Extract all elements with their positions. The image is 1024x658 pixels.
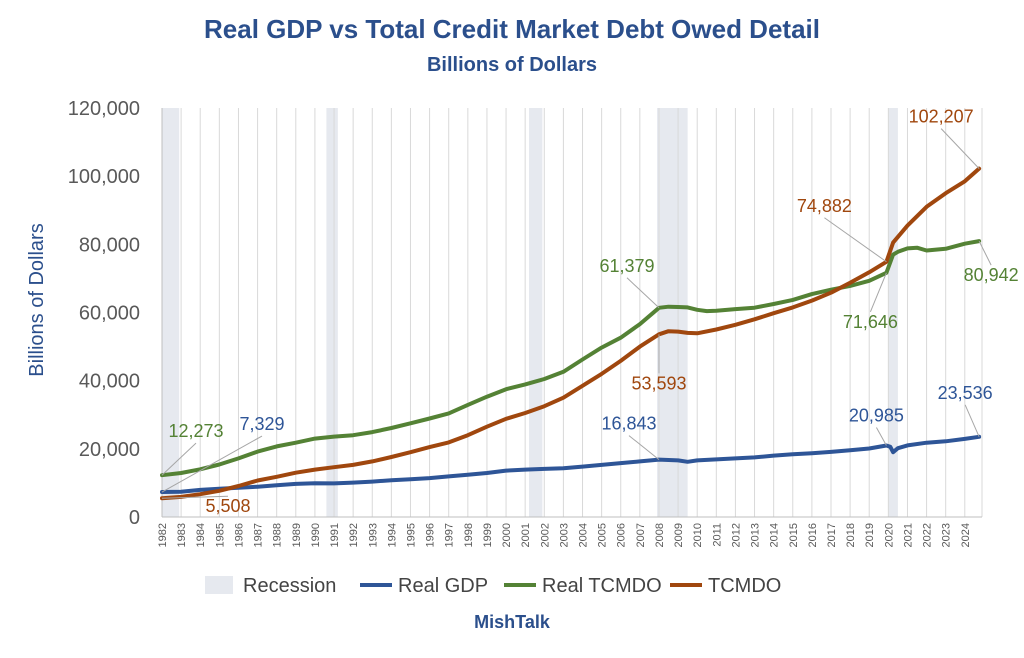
data-label: 5,508 bbox=[205, 496, 250, 516]
series-line-real-gdp bbox=[160, 434, 982, 494]
x-tick-label: 2014 bbox=[769, 523, 781, 547]
x-tick-label: 1996 bbox=[425, 523, 437, 547]
x-tick-label: 2003 bbox=[558, 523, 570, 547]
leader-line bbox=[964, 404, 980, 437]
x-tick-label: 1984 bbox=[195, 523, 207, 547]
leader-line bbox=[161, 495, 229, 499]
leader-line bbox=[161, 435, 263, 493]
chart-subtitle: Billions of Dollars bbox=[426, 54, 598, 76]
x-tick-label: 2017 bbox=[826, 523, 838, 547]
legend-label: TCMDO bbox=[708, 575, 781, 597]
data-label: 80,942 bbox=[964, 265, 1019, 285]
x-tick-label: 2020 bbox=[883, 523, 895, 547]
x-tick-label: 1990 bbox=[310, 523, 322, 547]
x-tick-label: 2002 bbox=[539, 523, 551, 547]
legend-label: Recession bbox=[243, 575, 336, 597]
x-tick-label: 1987 bbox=[253, 523, 265, 547]
recession-band-0 bbox=[162, 108, 180, 517]
x-tick-label: 1989 bbox=[291, 523, 303, 547]
legend: Recession Real GDP Real TCMDO TCMDO bbox=[205, 575, 781, 597]
leader-line bbox=[628, 435, 660, 460]
leader-line bbox=[626, 277, 660, 309]
x-tick-label: 1983 bbox=[176, 523, 188, 547]
y-tick-label: 20,000 bbox=[79, 439, 140, 461]
y-tick-label: 40,000 bbox=[79, 371, 140, 393]
series-line-tcmdo bbox=[160, 166, 982, 501]
y-axis-label: Billions of Dollars bbox=[26, 223, 48, 376]
x-tick-label: 2018 bbox=[845, 523, 857, 547]
x-tick-label: 2001 bbox=[520, 523, 532, 547]
footer-brand: MishTalk bbox=[474, 612, 550, 632]
legend-swatch-recession bbox=[205, 576, 233, 594]
x-tick-label: 1982 bbox=[157, 523, 169, 547]
recession-band-2 bbox=[528, 108, 543, 517]
x-tick-label: 2010 bbox=[692, 523, 704, 547]
data-label: 71,646 bbox=[843, 312, 898, 332]
data-label: 12,273 bbox=[168, 421, 223, 441]
x-tick-label: 1986 bbox=[233, 523, 245, 547]
x-tick-label: 2019 bbox=[864, 523, 876, 547]
data-label: 20,985 bbox=[849, 405, 904, 425]
axes: 0 20,000 40,000 60,000 80,000 100,000 120,000 1… bbox=[68, 98, 982, 547]
x-tick-label: 2016 bbox=[807, 523, 819, 547]
data-label: 16,843 bbox=[601, 414, 656, 434]
leader-line bbox=[940, 128, 980, 169]
data-label: 102,207 bbox=[909, 107, 974, 127]
x-tick-label: 1994 bbox=[386, 523, 398, 547]
recession-band-3 bbox=[657, 108, 688, 517]
x-tick-label: 1992 bbox=[348, 523, 360, 547]
x-tick-label: 1999 bbox=[482, 523, 494, 547]
recession-band-1 bbox=[326, 108, 338, 517]
legend-label: Real TCMDO bbox=[542, 575, 662, 597]
y-tick-label: 100,000 bbox=[68, 166, 140, 188]
x-tick-label: 2024 bbox=[960, 523, 972, 547]
line-chart: 0 20,000 40,000 60,000 80,000 100,000 120,000 1… bbox=[26, 98, 1019, 597]
series-lines bbox=[160, 166, 982, 501]
x-tick-label: 1997 bbox=[444, 523, 456, 547]
x-tick-label: 2011 bbox=[711, 523, 723, 547]
data-label: 53,593 bbox=[631, 373, 686, 393]
y-tick-label: 0 bbox=[129, 507, 140, 529]
x-tick-label: 2006 bbox=[616, 523, 628, 547]
leader-line bbox=[161, 442, 197, 476]
recession-band-4 bbox=[888, 108, 898, 517]
chart-title: Real GDP vs Total Credit Market Debt Owe… bbox=[204, 14, 820, 44]
y-tick-label: 80,000 bbox=[79, 234, 140, 256]
x-tick-label: 2021 bbox=[902, 523, 914, 547]
x-tick-label: 2013 bbox=[750, 523, 762, 547]
leader-line bbox=[824, 217, 887, 263]
x-tick-label: 1985 bbox=[214, 523, 226, 547]
recession-bands bbox=[162, 108, 898, 517]
x-tick-label: 2012 bbox=[730, 523, 742, 547]
x-tick-label: 2008 bbox=[654, 523, 666, 547]
legend-label: Real GDP bbox=[398, 575, 488, 597]
data-label: 23,536 bbox=[938, 383, 993, 403]
x-tick-label: 1988 bbox=[272, 523, 284, 547]
x-tick-label: 2004 bbox=[578, 523, 590, 547]
data-label: 7,329 bbox=[239, 414, 284, 434]
x-tick-label: 1993 bbox=[367, 523, 379, 547]
x-tick-label: 2015 bbox=[788, 523, 800, 547]
x-tick-label: 2023 bbox=[941, 523, 953, 547]
data-label: 61,379 bbox=[599, 256, 654, 276]
y-tick-label: 120,000 bbox=[68, 98, 140, 120]
x-tick-label: 2007 bbox=[635, 523, 647, 547]
data-labels: 12,273 7,329 5,508 61,379 53,593 16,843 74,882… bbox=[161, 107, 1019, 516]
x-tick-label: 1998 bbox=[463, 523, 475, 547]
series-line-real-tcmdo bbox=[160, 239, 982, 478]
leader-line bbox=[875, 427, 887, 446]
x-tick-label: 1995 bbox=[405, 523, 417, 547]
leader-line bbox=[978, 240, 992, 266]
x-tick-label: 2000 bbox=[501, 523, 513, 547]
x-tick-label: 2005 bbox=[597, 523, 609, 547]
x-tick-label: 2009 bbox=[673, 523, 685, 547]
data-label: 74,882 bbox=[797, 196, 852, 216]
y-tick-label: 60,000 bbox=[79, 303, 140, 325]
x-tick-label: 1991 bbox=[329, 523, 341, 547]
x-tick-label: 2022 bbox=[922, 523, 934, 547]
leader-line bbox=[869, 272, 887, 312]
